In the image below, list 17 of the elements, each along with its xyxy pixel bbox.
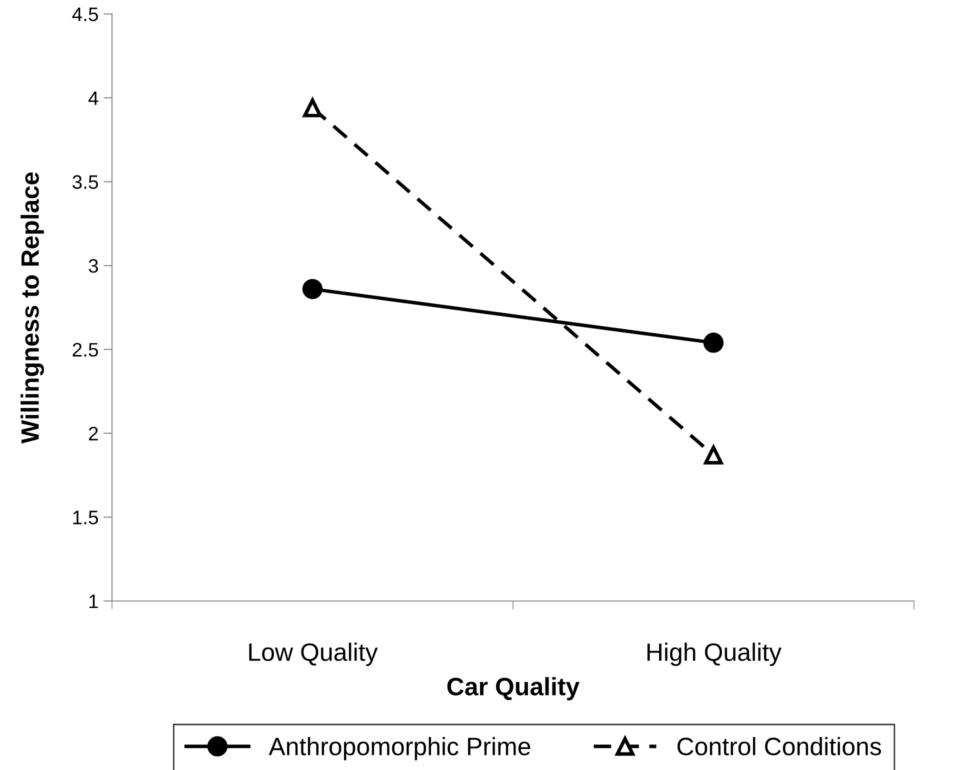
y-axis-title: Willingness to Replace — [20, 172, 44, 444]
point — [703, 332, 724, 353]
x-tick-label: Low Quality — [249, 642, 378, 666]
point — [704, 446, 723, 464]
y-tick-label: 4 — [88, 92, 98, 105]
legend-label: Anthropomorphic Prime — [268, 737, 530, 760]
x-tick-label: High Quality — [647, 642, 782, 666]
x-axis-title: Car Quality — [447, 677, 580, 700]
y-tick-label: 2 — [88, 426, 98, 440]
y-tick-label: 3.5 — [72, 175, 98, 189]
y-tick-label: 2.5 — [72, 342, 98, 357]
y-tick-label: 1.5 — [73, 510, 98, 524]
y-tick-label: 3 — [88, 259, 98, 273]
point — [302, 278, 323, 300]
legend-label: Control Conditions — [678, 737, 882, 756]
y-tick-label: 4.5 — [72, 8, 98, 22]
y-tick-label: 1 — [89, 594, 98, 608]
